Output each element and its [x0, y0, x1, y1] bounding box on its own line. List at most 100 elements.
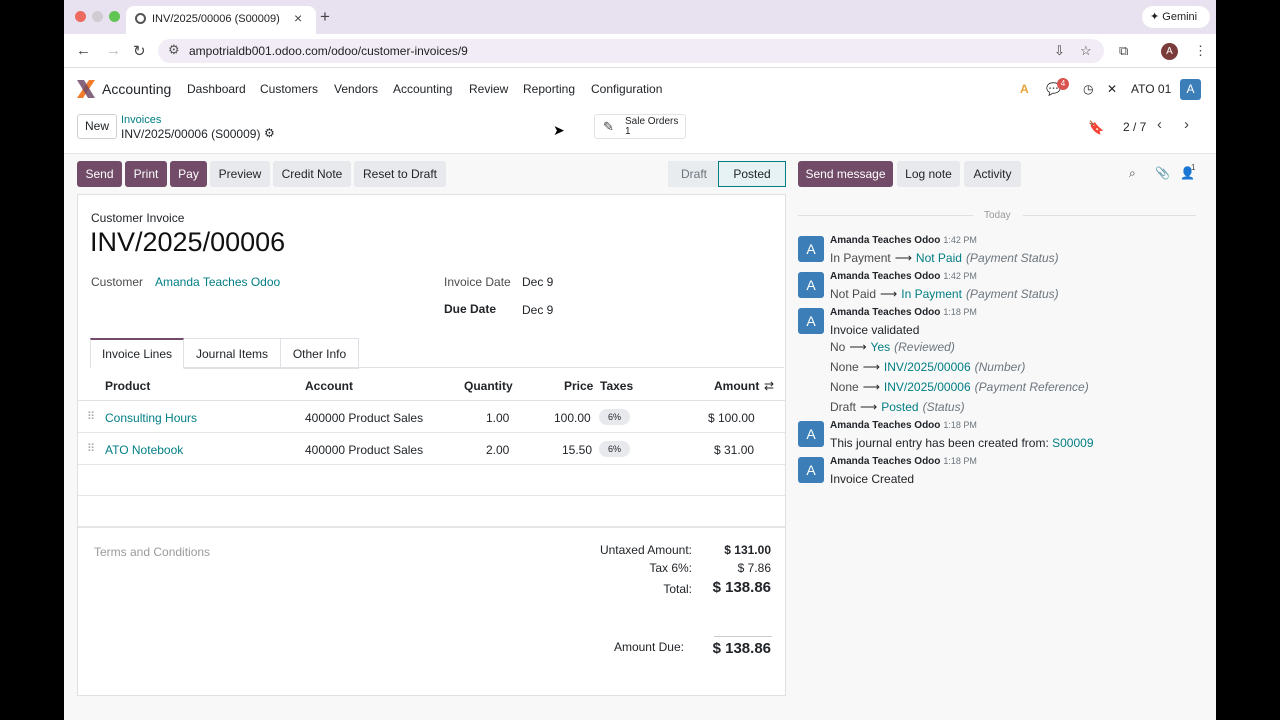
author-name[interactable]: Amanda Teaches Odoo	[830, 456, 941, 467]
install-app-icon[interactable]: ⇩	[1054, 43, 1065, 58]
line-price: 15.50	[562, 443, 593, 457]
sale-orders-smart-button[interactable]: ✎ Sale Orders 1	[594, 114, 686, 139]
chevron-right-icon[interactable]: ›	[1184, 116, 1189, 133]
paperclip-icon[interactable]: 📎	[1155, 166, 1170, 180]
col-amount[interactable]: Amount	[714, 379, 760, 393]
menu-dashboard[interactable]: Dashboard	[187, 82, 246, 96]
message-time: 1:18 PM	[943, 420, 977, 430]
tab-invoice-lines[interactable]: Invoice Lines	[90, 338, 184, 369]
send-button[interactable]: Send	[77, 161, 122, 187]
bookmark-icon[interactable]: 🔖	[1088, 120, 1105, 135]
line-product[interactable]: Consulting Hours	[105, 411, 198, 425]
message-body: This journal entry has been created from…	[830, 436, 1094, 450]
gear-icon[interactable]: ⚙	[264, 126, 275, 140]
table-row[interactable]: ⠿ Consulting Hours 400000 Product Sales …	[78, 401, 785, 433]
user-avatar[interactable]: A	[1180, 79, 1201, 100]
sale-order-link[interactable]: S00009	[1052, 436, 1094, 450]
back-arrow-icon[interactable]: ←	[76, 42, 91, 59]
customer-label: Customer	[91, 275, 144, 289]
chevron-left-icon[interactable]: ‹	[1157, 116, 1162, 133]
status-posted[interactable]: Posted	[718, 161, 786, 187]
line-product[interactable]: ATO Notebook	[105, 443, 184, 457]
author-avatar[interactable]: A	[798, 457, 824, 483]
col-account[interactable]: Account	[305, 379, 353, 393]
profile-avatar[interactable]: A	[1161, 43, 1178, 60]
col-taxes[interactable]: Taxes	[600, 379, 634, 393]
author-name[interactable]: Amanda Teaches Odoo	[830, 235, 941, 246]
reset-to-draft-button[interactable]: Reset to Draft	[354, 161, 446, 187]
message-author: Amanda Teaches Odoo 1:18 PM	[830, 420, 977, 431]
arrow-right-icon: ⟶	[894, 251, 912, 265]
accounting-app-icon[interactable]	[77, 80, 95, 98]
author-avatar[interactable]: A	[798, 421, 824, 447]
line-account: 400000 Product Sales	[305, 443, 424, 457]
line-quantity: 1.00	[486, 411, 510, 425]
clock-icon[interactable]: ◷	[1083, 82, 1094, 96]
forward-arrow-icon[interactable]: →	[106, 42, 121, 59]
pay-button[interactable]: Pay	[170, 161, 207, 187]
col-price[interactable]: Price	[564, 379, 594, 393]
app-name[interactable]: Accounting	[102, 81, 172, 97]
author-avatar[interactable]: A	[798, 236, 824, 262]
new-button[interactable]: New	[77, 114, 117, 139]
date-separator	[798, 215, 1196, 216]
print-button[interactable]: Print	[125, 161, 167, 187]
customer-link[interactable]: Amanda Teaches Odoo	[155, 275, 281, 289]
tracking-line: No ⟶ Yes (Reviewed)	[830, 340, 955, 354]
author-name[interactable]: Amanda Teaches Odoo	[830, 271, 941, 282]
author-name[interactable]: Amanda Teaches Odoo	[830, 420, 941, 431]
search-icon[interactable]: ⌕	[1129, 166, 1136, 180]
activity-button[interactable]: Activity	[964, 161, 1021, 187]
new-tab-icon[interactable]: +	[320, 7, 330, 26]
col-product[interactable]: Product	[105, 379, 151, 393]
optional-columns-icon[interactable]: ⇄	[764, 379, 775, 393]
menu-vendors[interactable]: Vendors	[334, 82, 379, 96]
drag-handle-icon[interactable]: ⠿	[87, 443, 96, 455]
log-note-button[interactable]: Log note	[897, 161, 960, 187]
menu-accounting[interactable]: Accounting	[393, 82, 453, 96]
minimize-window-icon[interactable]	[92, 11, 103, 22]
followers-icon[interactable]: 👤	[1180, 166, 1195, 180]
menu-customers[interactable]: Customers	[260, 82, 319, 96]
field-name: (Payment Status)	[965, 287, 1059, 301]
credit-note-button[interactable]: Credit Note	[273, 161, 351, 187]
send-message-button[interactable]: Send message	[798, 161, 893, 187]
maximize-window-icon[interactable]	[109, 11, 120, 22]
menu-configuration[interactable]: Configuration	[591, 82, 663, 96]
site-settings-icon[interactable]: ⚙	[168, 42, 180, 57]
tools-icon[interactable]: ✕	[1107, 82, 1118, 96]
gemini-button[interactable]: ✦ Gemini	[1142, 6, 1210, 28]
old-value: Not Paid	[830, 287, 877, 301]
address-bar[interactable]: ⚙ ampotrialdb001.odoo.com/odoo/customer-…	[158, 39, 1104, 63]
tab-journal-items[interactable]: Journal Items	[184, 338, 281, 369]
tab-search-icon[interactable]: ⧉	[1119, 43, 1129, 58]
field-name: (Payment Reference)	[974, 380, 1089, 394]
author-name[interactable]: Amanda Teaches Odoo	[830, 307, 941, 318]
menu-reporting[interactable]: Reporting	[523, 82, 576, 96]
new-value: INV/2025/00006	[883, 380, 971, 394]
close-tab-icon[interactable]: ×	[294, 10, 303, 26]
amount-due-divider	[714, 636, 772, 637]
old-value: None	[830, 380, 859, 394]
terms-and-conditions-field[interactable]: Terms and Conditions	[94, 545, 211, 559]
bookmark-star-icon[interactable]: ☆	[1080, 43, 1092, 58]
author-avatar[interactable]: A	[798, 308, 824, 334]
control-panel-divider	[64, 153, 1216, 154]
company-switcher[interactable]: ATO 01	[1131, 82, 1172, 96]
breadcrumb-invoices[interactable]: Invoices	[121, 114, 162, 126]
col-quantity[interactable]: Quantity	[464, 379, 513, 393]
close-window-icon[interactable]	[75, 11, 86, 22]
table-row[interactable]: ⠿ ATO Notebook 400000 Product Sales 2.00…	[78, 433, 785, 465]
reload-icon[interactable]: ↻	[133, 43, 146, 60]
browser-window: INV/2025/00006 (S00009) × + ✦ Gemini ← →…	[64, 0, 1216, 720]
pager-value[interactable]: 2 / 7	[1123, 120, 1147, 134]
ai-assistant-icon[interactable]: A	[1020, 82, 1029, 96]
browser-tab[interactable]: INV/2025/00006 (S00009) ×	[126, 6, 316, 34]
status-draft[interactable]: Draft	[668, 161, 720, 187]
drag-handle-icon[interactable]: ⠿	[87, 411, 96, 423]
more-menu-icon[interactable]: ⋮	[1194, 43, 1207, 58]
author-avatar[interactable]: A	[798, 272, 824, 298]
tab-other-info[interactable]: Other Info	[281, 338, 359, 369]
menu-review[interactable]: Review	[469, 82, 509, 96]
preview-button[interactable]: Preview	[210, 161, 270, 187]
